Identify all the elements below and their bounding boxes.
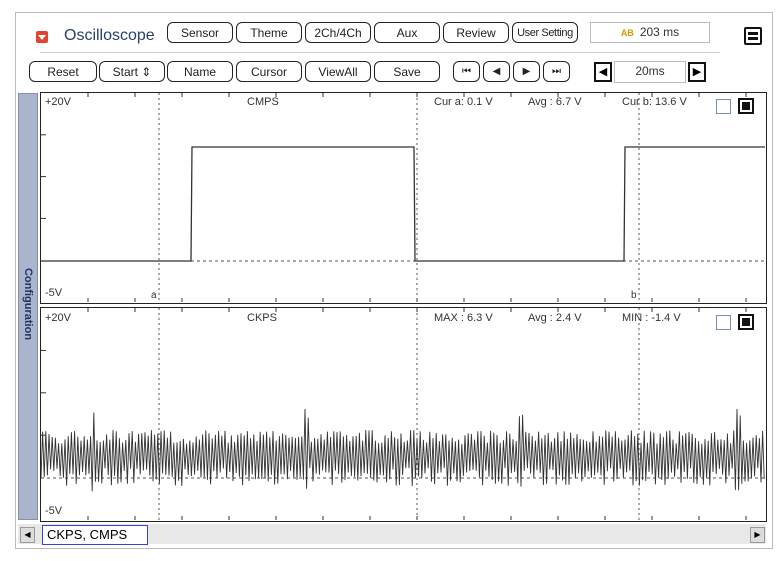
- name-button[interactable]: Name: [167, 61, 233, 82]
- ch1-cursor-b: Cur b: 13.6 V: [622, 96, 687, 108]
- save-button[interactable]: Save: [374, 61, 440, 82]
- ch2-min: MIN : -1.4 V: [622, 312, 681, 324]
- ch1-name: CMPS: [247, 96, 279, 108]
- ch1-ymin: -5V: [45, 287, 63, 299]
- configuration-panel-tab[interactable]: Configuration: [18, 93, 38, 520]
- ckps-plot: [40, 307, 767, 522]
- horizontal-scrollbar[interactable]: [18, 524, 766, 544]
- timebase-decrease-button[interactable]: ◀: [594, 62, 612, 82]
- review-button[interactable]: Review: [443, 22, 509, 43]
- list-menu-icon[interactable]: [744, 27, 762, 45]
- cmps-waveform: [41, 93, 765, 302]
- time-readout: AB 203 ms: [590, 22, 710, 43]
- ch1-avg: Avg : 6.7 V: [528, 96, 582, 108]
- user-setting-button[interactable]: User Setting: [512, 22, 578, 43]
- ch2-avg: Avg : 2.4 V: [528, 312, 582, 324]
- prev-frame-button[interactable]: ◀: [483, 61, 510, 82]
- last-frame-button[interactable]: ⏭: [543, 61, 570, 82]
- scroll-left-button[interactable]: ◀: [20, 527, 35, 543]
- reset-button[interactable]: Reset: [29, 61, 97, 82]
- divider: [40, 52, 720, 53]
- theme-button[interactable]: Theme: [236, 22, 302, 43]
- ch1-ymax: +20V: [45, 96, 71, 108]
- app-title: Oscilloscope: [64, 27, 155, 44]
- menu-dropdown-icon[interactable]: [36, 31, 48, 43]
- cursor-b-label[interactable]: b: [631, 290, 637, 301]
- scroll-right-button[interactable]: ▶: [750, 527, 765, 543]
- ch2-ymin: -5V: [45, 505, 63, 517]
- timebase-value: 20ms: [614, 61, 686, 83]
- ckps-waveform: [40, 308, 765, 520]
- cursor-button[interactable]: Cursor: [236, 61, 302, 82]
- ch1-color-button[interactable]: [738, 98, 754, 114]
- first-frame-button[interactable]: ⏮: [453, 61, 480, 82]
- ch2-name: CKPS: [247, 312, 277, 324]
- viewall-button[interactable]: ViewAll: [305, 61, 371, 82]
- ch2-color-button[interactable]: [738, 314, 754, 330]
- cmps-plot: [40, 92, 767, 304]
- cmps-trace: [41, 146, 765, 262]
- cursor-a-label[interactable]: a: [151, 290, 157, 301]
- next-frame-button[interactable]: ▶: [513, 61, 540, 82]
- channel-mode-button[interactable]: 2Ch/4Ch: [305, 22, 371, 43]
- sensor-button[interactable]: Sensor: [167, 22, 233, 43]
- ch2-ymax: +20V: [45, 312, 71, 324]
- ch1-checkbox[interactable]: [716, 99, 731, 114]
- ab-cursor-icon: AB: [620, 28, 634, 38]
- ch2-max: MAX : 6.3 V: [434, 312, 493, 324]
- channel-names-box: CKPS, CMPS: [42, 525, 148, 545]
- start-button[interactable]: Start ⇕: [99, 61, 165, 82]
- ckps-trace: [40, 408, 765, 492]
- timebase-increase-button[interactable]: ▶: [688, 62, 706, 82]
- ch1-cursor-a: Cur a: 0.1 V: [434, 96, 493, 108]
- ch2-checkbox[interactable]: [716, 315, 731, 330]
- aux-button[interactable]: Aux: [374, 22, 440, 43]
